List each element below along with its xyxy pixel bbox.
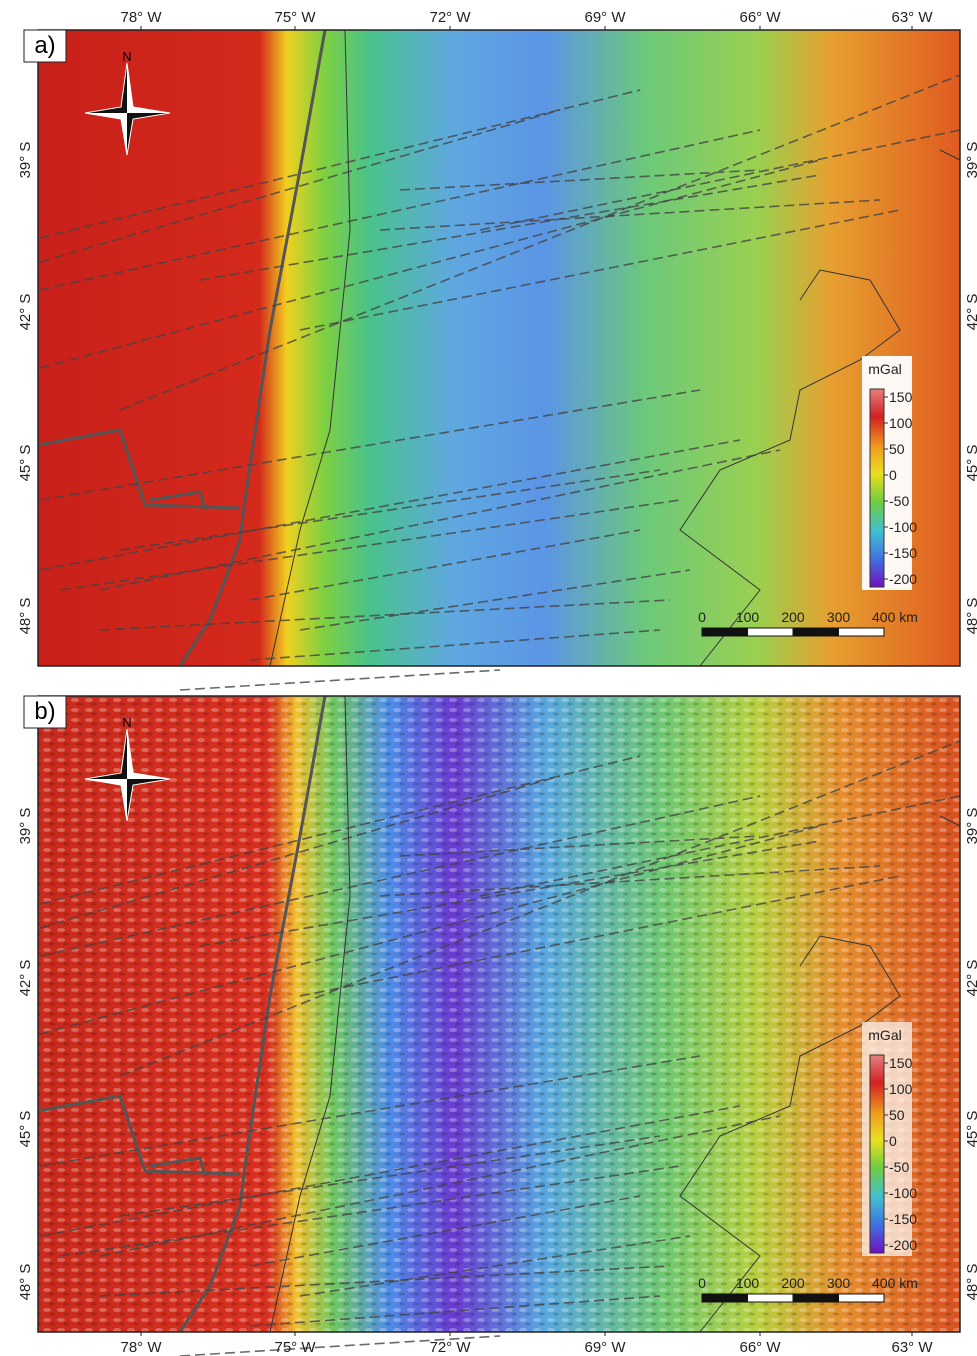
scale-bar-label: 400 km: [872, 609, 918, 625]
scale-bar-segment: [702, 628, 748, 636]
colorbar-label: 150: [889, 1055, 913, 1071]
lat-label: 45° S: [17, 1111, 34, 1148]
colorbar-label: -150: [889, 1211, 917, 1227]
lon-label: 69° W: [584, 9, 626, 26]
map-panel: a) N 78° W 75° W 72° W 69° W 66° W 63° W 39° S 42…: [17, 9, 977, 690]
lon-label: 63° W: [891, 9, 933, 26]
scale-bar-label: 0: [698, 1275, 706, 1291]
scale-bar-segment: [748, 1294, 794, 1302]
lon-label: 72° W: [429, 1339, 471, 1356]
colorbar-label: 50: [889, 1107, 905, 1123]
colorbar-label: -200: [889, 571, 917, 587]
scale-bar-segment: [839, 628, 885, 636]
figure: a) N 78° W 75° W 72° W 69° W 66° W 63° W 39° S 42…: [0, 0, 977, 1356]
lat-label: 39° S: [17, 142, 34, 179]
lon-label: 72° W: [429, 9, 471, 26]
colorbar-label: 0: [889, 1133, 897, 1149]
lon-label: 69° W: [584, 1339, 626, 1356]
lat-label: 42° S: [964, 960, 977, 997]
lat-label: 39° S: [964, 142, 977, 179]
colorbar-label: 150: [889, 389, 913, 405]
colorbar-label: 50: [889, 441, 905, 457]
scale-bar-label: 0: [698, 609, 706, 625]
scale-bar-label: 100: [736, 609, 760, 625]
lon-label: 78° W: [120, 9, 162, 26]
north-label: N: [122, 49, 131, 64]
scale-bar-label: 300: [827, 1275, 851, 1291]
colorbar-label: -100: [889, 519, 917, 535]
scale-bar-label: 200: [781, 609, 805, 625]
scale-bar-segment: [793, 1294, 839, 1302]
scale-bar-segment: [702, 1294, 748, 1302]
colorbar-label: -100: [889, 1185, 917, 1201]
scale-bar-label: 100: [736, 1275, 760, 1291]
scale-bar-label: 400 km: [872, 1275, 918, 1291]
colorbar-label: 100: [889, 415, 913, 431]
colorbar-label: -200: [889, 1237, 917, 1253]
colorbar-label: -50: [889, 493, 909, 509]
lat-label: 45° S: [17, 445, 34, 482]
lat-label: 45° S: [964, 1111, 977, 1148]
lon-label: 78° W: [120, 1339, 162, 1356]
colorbar-label: -50: [889, 1159, 909, 1175]
scale-bar-segment: [839, 1294, 885, 1302]
lon-label: 75° W: [274, 9, 316, 26]
lat-label: 48° S: [964, 1264, 977, 1301]
lat-label: 48° S: [17, 598, 34, 635]
north-label: N: [122, 715, 131, 730]
panel-label: a): [34, 32, 55, 59]
lon-label: 63° W: [891, 1339, 933, 1356]
lat-label: 39° S: [964, 808, 977, 845]
lon-label: 66° W: [739, 1339, 781, 1356]
scale-bar-label: 200: [781, 1275, 805, 1291]
colorbar-label: 100: [889, 1081, 913, 1097]
lon-label: 66° W: [739, 9, 781, 26]
scale-bar-label: 300: [827, 609, 851, 625]
lat-label: 48° S: [17, 1264, 34, 1301]
scale-bar-segment: [793, 628, 839, 636]
lat-label: 42° S: [17, 960, 34, 997]
colorbar-label: 0: [889, 467, 897, 483]
lon-label: 75° W: [274, 1339, 316, 1356]
colorbar: [870, 1055, 884, 1253]
map-panel: b) N 78° W 75° W 72° W 69° W 66° W 63° W 39° S 42…: [17, 696, 977, 1356]
scale-bar-segment: [748, 628, 794, 636]
lat-label: 45° S: [964, 445, 977, 482]
lat-label: 48° S: [964, 598, 977, 635]
colorbar-title: mGal: [868, 1027, 901, 1043]
lat-label: 42° S: [964, 294, 977, 331]
colorbar: [870, 389, 884, 587]
colorbar-title: mGal: [868, 361, 901, 377]
lat-label: 39° S: [17, 808, 34, 845]
colorbar-label: -150: [889, 545, 917, 561]
fault-trace: [180, 670, 500, 690]
panel-label: b): [34, 698, 55, 725]
lat-label: 42° S: [17, 294, 34, 331]
